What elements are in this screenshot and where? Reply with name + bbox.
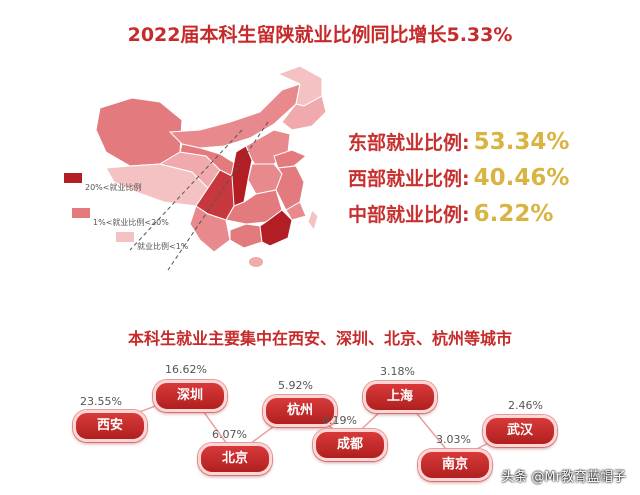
region-taiwan bbox=[307, 209, 319, 232]
region-guangdong bbox=[259, 209, 293, 247]
city-pill-beijing: 北京 bbox=[198, 443, 272, 475]
legend-item-low: 就业比例<1% bbox=[116, 231, 188, 251]
stat-west: 西部就业比例: 40.46% bbox=[348, 164, 569, 191]
legend-label: 1%<就业比例<20% bbox=[93, 218, 169, 227]
legend-swatch bbox=[116, 232, 134, 242]
stat-value: 53.34% bbox=[473, 129, 570, 155]
legend-label: 就业比例<1% bbox=[137, 242, 189, 251]
city-percent: 2.46% bbox=[508, 399, 543, 412]
city-pill-shenzhen: 深圳 bbox=[153, 380, 227, 412]
region-shandong bbox=[273, 149, 307, 169]
city-percent: 5.92% bbox=[278, 379, 313, 392]
city-percent: 3.03% bbox=[436, 433, 471, 446]
legend-item-high: 20%<就业比例 bbox=[64, 172, 141, 192]
page-title: 2022届本科生留陕就业比例同比增长5.33% bbox=[127, 24, 513, 46]
city-pill-nanjing: 南京 bbox=[418, 449, 492, 481]
region-northeast bbox=[281, 95, 327, 131]
divider-line bbox=[129, 129, 243, 251]
city-pill-xian: 西安 bbox=[73, 410, 147, 442]
region-guangxi bbox=[229, 223, 263, 249]
legend-swatch bbox=[64, 173, 82, 183]
stat-label: 西部就业比例: bbox=[348, 168, 470, 190]
city-percent: 6.07% bbox=[212, 428, 247, 441]
city-percent: 4.19% bbox=[322, 414, 357, 427]
stat-label: 东部就业比例: bbox=[348, 132, 470, 154]
city-network: 西安 23.55% 深圳 16.62% 北京 6.07% 杭州 5.92% 成都… bbox=[0, 355, 640, 495]
stat-central: 中部就业比例: 6.22% bbox=[348, 200, 553, 227]
stat-east: 东部就业比例: 53.34% bbox=[348, 128, 569, 155]
stat-value: 40.46% bbox=[473, 165, 570, 191]
stat-value: 6.22% bbox=[473, 201, 554, 227]
legend-swatch bbox=[72, 208, 90, 218]
watermark: 头条 @Mr教育蓝帽子 bbox=[501, 470, 626, 485]
region-xinjiang bbox=[95, 97, 183, 167]
city-pill-shanghai: 上海 bbox=[363, 381, 437, 413]
city-percent: 16.62% bbox=[165, 363, 207, 376]
region-fujian bbox=[285, 201, 307, 221]
city-pill-chengdu: 成都 bbox=[313, 429, 387, 461]
region-yunnan bbox=[189, 205, 231, 253]
city-pill-wuhan: 武汉 bbox=[483, 415, 557, 447]
legend-label: 20%<就业比例 bbox=[85, 183, 142, 192]
china-employment-map bbox=[95, 65, 327, 271]
legend-item-mid: 1%<就业比例<20% bbox=[72, 207, 169, 227]
divider-line bbox=[167, 121, 269, 271]
city-percent: 3.18% bbox=[380, 365, 415, 378]
city-percent: 23.55% bbox=[80, 395, 122, 408]
stat-label: 中部就业比例: bbox=[348, 204, 470, 226]
region-hainan bbox=[249, 257, 263, 267]
city-pill-hangzhou: 杭州 bbox=[263, 395, 337, 427]
subtitle: 本科生就业主要集中在西安、深圳、北京、杭州等城市 bbox=[127, 329, 512, 348]
